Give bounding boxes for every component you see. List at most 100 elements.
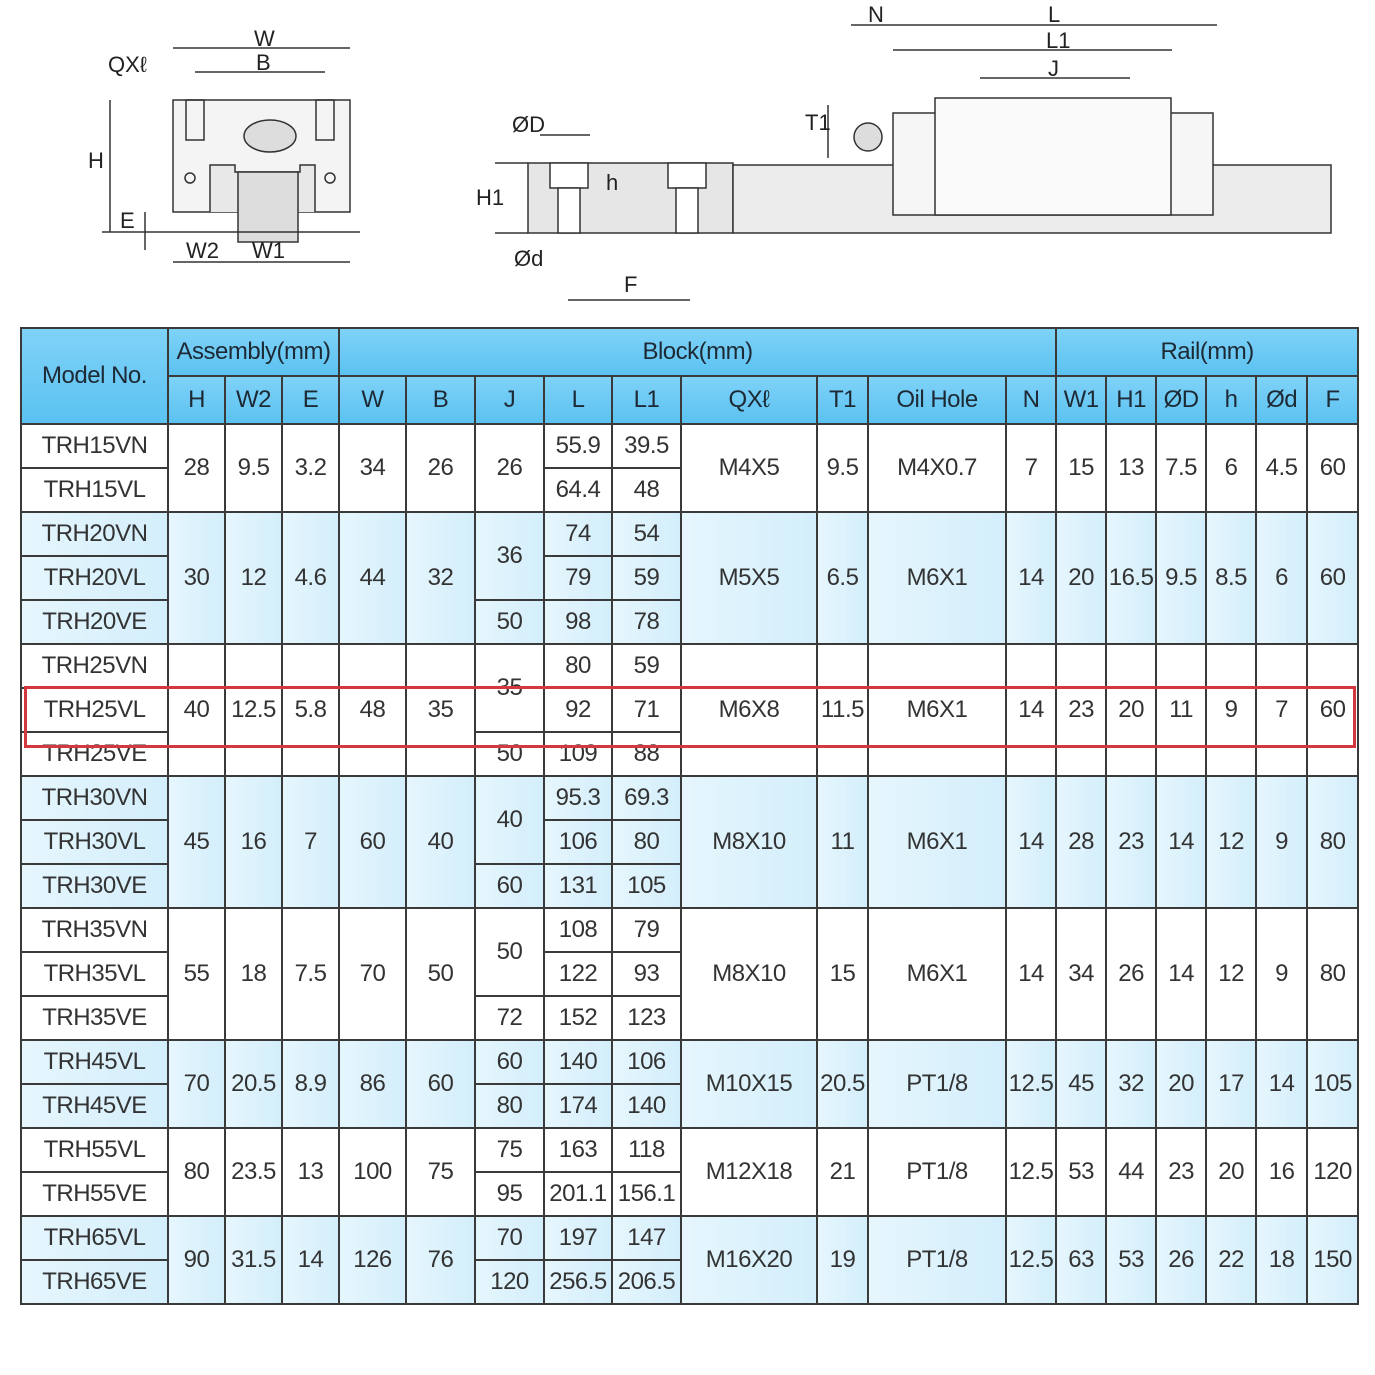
cell-od: 14	[1255, 1039, 1309, 1129]
table-row: TRH15VN 28 9.5 3.2 34 26 26 55.9 39.5 M4X5 9.5 M4X0…	[20, 423, 1360, 513]
cell-b: 40	[405, 775, 476, 909]
model-cell: TRH25VE	[20, 731, 169, 777]
cell-od: 9	[1255, 775, 1309, 909]
cell-h: 17	[1205, 1039, 1258, 1129]
cell-h: 30	[167, 511, 226, 645]
cell-h: 28	[167, 423, 226, 513]
cell-j: 50	[474, 599, 545, 645]
cell-h: 8.5	[1205, 511, 1258, 645]
cell-qx: M8X10	[680, 775, 818, 909]
cell-l1: 54	[611, 511, 682, 557]
cell-w1: 20	[1055, 511, 1108, 645]
model-cell: TRH15VN	[20, 423, 169, 469]
cell-w2: 12.5	[224, 643, 283, 777]
cell-j: 50	[474, 907, 545, 997]
cell-od: 23	[1155, 1127, 1208, 1217]
svg-text:T1: T1	[805, 110, 831, 135]
cell-l: 55.9	[543, 423, 613, 469]
header-col-7: L1	[611, 375, 682, 425]
header-row-columns: H W2 E W B J L L1 QXℓ T1 Oil Hole N W1 H1 ØD h Ød F	[21, 375, 1360, 425]
cell-h1: 16.5	[1105, 511, 1158, 645]
cell-l1: 156.1	[611, 1171, 682, 1217]
cell-e: 7.5	[281, 907, 340, 1041]
cell-e: 14	[281, 1215, 340, 1305]
model-cell: TRH35VE	[20, 995, 169, 1041]
cell-w: 34	[338, 423, 407, 513]
header-col-12: W1	[1055, 375, 1108, 425]
svg-text:F: F	[624, 272, 637, 297]
cell-f: 105	[1306, 1039, 1360, 1129]
cell-n: 7	[1004, 423, 1058, 513]
cell-b: 26	[405, 423, 476, 513]
side-view-labels: N L L1 J T1	[805, 2, 1070, 135]
cell-n: 14	[1004, 775, 1058, 909]
cell-j: 95	[474, 1171, 545, 1217]
model-cell: TRH15VL	[20, 467, 169, 513]
cell-od: 6	[1255, 511, 1309, 645]
cell-f: 120	[1306, 1127, 1360, 1217]
header-col-17: F	[1306, 375, 1360, 425]
cell-l: 152	[543, 995, 613, 1041]
cell-l1: 105	[611, 863, 682, 909]
model-cell: TRH30VN	[20, 775, 169, 821]
cell-t1: 11.5	[816, 643, 869, 777]
cell-j: 60	[474, 1039, 545, 1085]
cell-od: 18	[1255, 1215, 1309, 1305]
header-col-2: E	[281, 375, 340, 425]
model-cell: TRH20VE	[20, 599, 169, 645]
cell-n: 14	[1004, 643, 1058, 777]
cell-l1: 147	[611, 1215, 682, 1261]
front-view-drawing	[102, 47, 360, 263]
cell-od: 14	[1155, 775, 1208, 909]
table-row: TRH35VL 122 93	[20, 951, 1358, 997]
cell-w: 70	[338, 907, 407, 1041]
header-col-1: W2	[224, 375, 283, 425]
svg-text:QXℓ: QXℓ	[108, 52, 148, 77]
cell-b: 50	[405, 907, 476, 1041]
rail-section-drawing	[495, 134, 734, 301]
model-cell: TRH25VN	[20, 643, 169, 689]
cell-oil: M6X1	[867, 907, 1007, 1041]
cell-h: 9	[1205, 643, 1258, 777]
cell-n: 12.5	[1004, 1039, 1058, 1129]
cell-od: 20	[1155, 1039, 1208, 1129]
cell-l: 201.1	[543, 1171, 613, 1217]
cell-l1: 93	[611, 951, 682, 997]
cell-l: 79	[543, 555, 613, 601]
svg-text:ØD: ØD	[512, 112, 545, 137]
cell-od: 7	[1255, 643, 1309, 777]
cell-w: 60	[338, 775, 407, 909]
cell-n: 14	[1004, 907, 1058, 1041]
header-col-5: J	[474, 375, 545, 425]
cell-j: 36	[474, 511, 545, 601]
header-group-2: Rail(mm)	[1055, 327, 1360, 377]
cell-t1: 6.5	[816, 511, 869, 645]
model-cell: TRH35VN	[20, 907, 169, 953]
cell-l: 95.3	[543, 775, 613, 821]
cell-t1: 20.5	[816, 1039, 869, 1129]
header-col-8: QXℓ	[680, 375, 818, 425]
header-model-no: Model No.	[20, 327, 169, 425]
cell-qx: M12X18	[680, 1127, 818, 1217]
cell-od: 9.5	[1155, 511, 1208, 645]
cell-j: 72	[474, 995, 545, 1041]
cell-w1: 45	[1055, 1039, 1108, 1129]
header-col-15: h	[1205, 375, 1258, 425]
cell-l1: 69.3	[611, 775, 682, 821]
cell-w1: 63	[1055, 1215, 1108, 1305]
header-col-3: W	[338, 375, 407, 425]
cell-l: 80	[543, 643, 613, 689]
cell-h: 55	[167, 907, 226, 1041]
cell-h1: 44	[1105, 1127, 1158, 1217]
cell-oil: M6X1	[867, 775, 1007, 909]
cell-l: 108	[543, 907, 613, 953]
cell-oil: PT1/8	[867, 1215, 1007, 1305]
table-row: TRH20VE 50 98 78	[20, 599, 1358, 645]
cell-w2: 31.5	[224, 1215, 283, 1305]
cell-od: 4.5	[1255, 423, 1309, 513]
cell-l1: 59	[611, 643, 682, 689]
svg-text:B: B	[256, 50, 271, 75]
table-row: TRH55VE 95 201.1 156.1	[20, 1171, 1358, 1217]
table-row: TRH65VE 120 256.5 206.5	[20, 1259, 1358, 1305]
header-col-16: Ød	[1255, 375, 1309, 425]
